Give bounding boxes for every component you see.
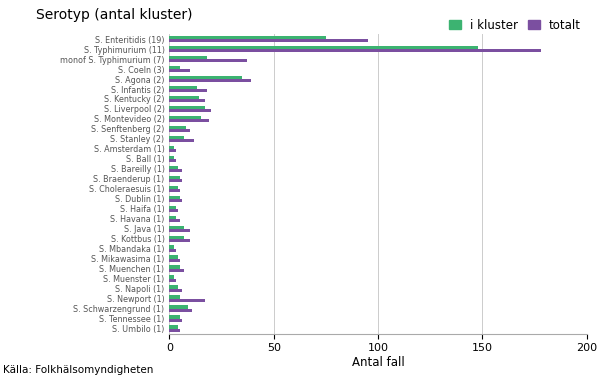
Text: Serotyp (antal kluster): Serotyp (antal kluster) <box>36 8 192 22</box>
Bar <box>169 96 198 99</box>
Bar <box>169 305 188 309</box>
Bar <box>169 276 174 279</box>
Bar <box>169 249 175 252</box>
Bar <box>169 299 205 302</box>
Bar <box>169 119 209 122</box>
Bar <box>169 186 178 189</box>
Bar <box>169 156 174 159</box>
Bar <box>169 239 190 242</box>
Bar <box>169 199 182 202</box>
Bar <box>169 169 182 172</box>
Bar <box>169 86 197 89</box>
Bar <box>169 175 180 179</box>
Bar <box>169 209 178 212</box>
Bar <box>169 56 207 59</box>
Bar <box>169 129 190 132</box>
Bar <box>169 285 178 289</box>
Bar <box>169 159 175 162</box>
Bar <box>169 216 175 219</box>
Bar <box>169 166 178 169</box>
Bar <box>169 99 205 102</box>
Bar <box>169 46 479 49</box>
Bar <box>169 136 184 139</box>
Bar <box>169 76 243 79</box>
Bar <box>169 265 180 269</box>
Bar <box>169 179 182 182</box>
Bar <box>169 255 178 259</box>
Bar <box>169 89 207 92</box>
Bar <box>169 126 186 129</box>
Bar <box>169 229 190 232</box>
Bar <box>169 149 175 152</box>
Bar <box>169 325 178 329</box>
Bar <box>169 295 180 299</box>
Bar <box>169 329 180 332</box>
Bar <box>169 318 182 322</box>
Bar <box>169 259 180 262</box>
Legend: i kluster, totalt: i kluster, totalt <box>449 19 581 32</box>
Text: Källa: Folkhälsomyndigheten: Källa: Folkhälsomyndigheten <box>3 365 154 375</box>
Bar <box>169 246 174 249</box>
Bar <box>169 289 182 292</box>
Bar <box>169 36 326 39</box>
Bar <box>169 309 192 312</box>
Bar <box>169 109 211 112</box>
X-axis label: Antal fall: Antal fall <box>352 356 405 369</box>
Bar <box>169 59 247 62</box>
Bar <box>169 189 180 192</box>
Bar <box>169 39 368 42</box>
Bar <box>169 79 251 82</box>
Bar <box>169 219 180 222</box>
Bar <box>169 146 174 149</box>
Bar <box>169 315 180 318</box>
Bar <box>169 235 184 239</box>
Bar <box>169 66 180 69</box>
Bar <box>169 116 201 119</box>
Bar <box>169 69 190 72</box>
Bar <box>169 269 184 272</box>
Bar <box>169 49 541 52</box>
Bar <box>169 106 205 109</box>
Bar <box>169 226 184 229</box>
Bar <box>169 139 194 142</box>
Bar <box>169 196 180 199</box>
Bar <box>169 279 175 282</box>
Bar <box>169 205 175 209</box>
